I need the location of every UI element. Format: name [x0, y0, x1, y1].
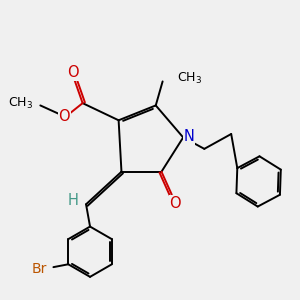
Text: N: N [184, 129, 194, 144]
Text: O: O [58, 110, 70, 124]
Text: CH$_3$: CH$_3$ [8, 96, 34, 111]
Text: O: O [67, 65, 79, 80]
Text: H: H [68, 194, 79, 208]
Text: Br: Br [31, 262, 46, 276]
Text: O: O [169, 196, 181, 211]
Text: CH$_3$: CH$_3$ [177, 70, 202, 86]
